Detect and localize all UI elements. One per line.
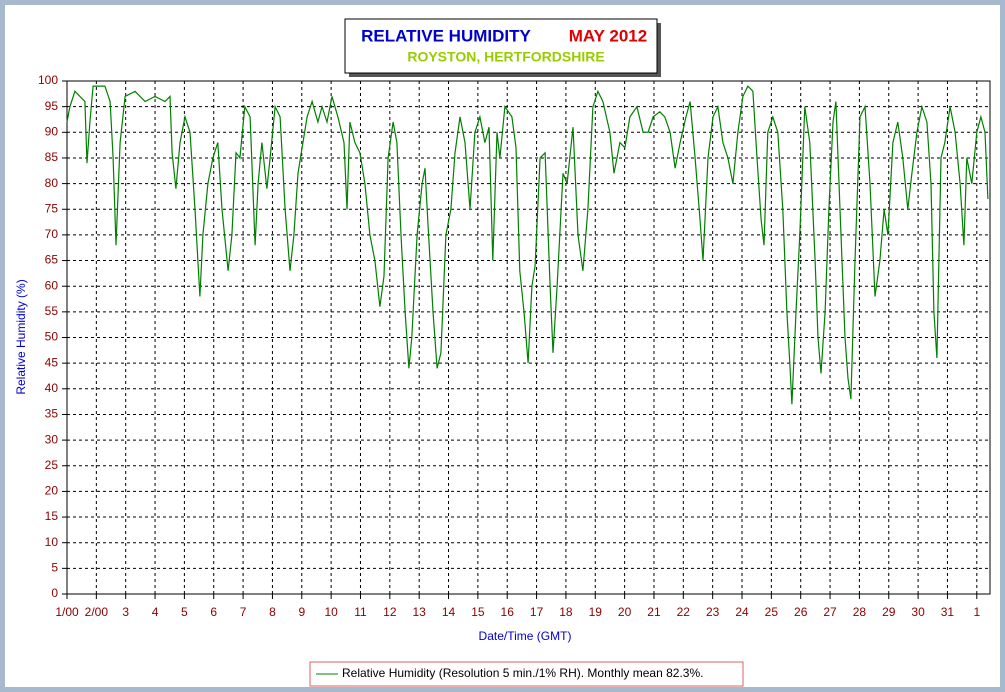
- x-tick-label: 19: [589, 605, 603, 619]
- y-tick-label: 5: [51, 561, 58, 575]
- y-tick-label: 65: [45, 253, 59, 267]
- x-tick-label: 16: [501, 605, 515, 619]
- humidity-line: [66, 85, 989, 405]
- x-axis-label: Date/Time (GMT): [479, 629, 572, 643]
- y-tick-label: 10: [45, 535, 59, 549]
- y-tick-label: 30: [45, 432, 59, 446]
- x-tick-label: 2/00: [85, 605, 109, 619]
- x-tick-label: 11: [354, 605, 367, 619]
- legend: [309, 661, 744, 687]
- y-tick-label: 95: [45, 99, 59, 113]
- y-tick-label: 90: [45, 124, 59, 138]
- x-tick-label: 10: [324, 605, 338, 619]
- x-tick-label: 9: [298, 605, 305, 619]
- x-tick-label: 15: [471, 605, 485, 619]
- y-tick-label: 25: [45, 458, 59, 472]
- y-tick-label: 0: [51, 586, 58, 600]
- y-tick-label: 20: [45, 484, 59, 498]
- chart-title-date: MAY 2012: [569, 26, 647, 45]
- y-tick-label: 55: [45, 304, 59, 318]
- y-tick-label: 80: [45, 176, 59, 190]
- x-tick-label: 1: [973, 605, 980, 619]
- y-tick-label: 60: [45, 278, 59, 292]
- x-tick-label: 25: [765, 605, 779, 619]
- y-tick-label: 40: [45, 381, 59, 395]
- x-tick-label: 14: [442, 605, 456, 619]
- x-tick-label: 22: [677, 605, 691, 619]
- x-tick-label: 8: [269, 605, 276, 619]
- x-tick-label: 28: [853, 605, 867, 619]
- x-tick-label: 1/00: [55, 605, 79, 619]
- x-tick-label: 23: [706, 605, 720, 619]
- x-tick-label: 4: [152, 605, 159, 619]
- y-tick-label: 50: [45, 330, 59, 344]
- y-tick-label: 75: [45, 201, 59, 215]
- x-tick-label: 6: [210, 605, 217, 619]
- x-tick-label: 5: [181, 605, 188, 619]
- x-tick-label: 27: [823, 605, 837, 619]
- x-tick-label: 31: [941, 605, 955, 619]
- title-box: [344, 18, 658, 74]
- y-tick-label: 100: [38, 73, 58, 87]
- x-tick-label: 29: [882, 605, 896, 619]
- y-tick-label: 70: [45, 227, 59, 241]
- x-tick-label: 30: [911, 605, 925, 619]
- x-tick-label: 18: [559, 605, 573, 619]
- legend-label: Relative Humidity (Resolution 5 min./1% …: [342, 666, 703, 680]
- x-tick-label: 13: [412, 605, 426, 619]
- chart-title: RELATIVE HUMIDITY: [361, 26, 531, 45]
- y-tick-label: 85: [45, 150, 59, 164]
- x-tick-label: 24: [735, 605, 749, 619]
- x-tick-label: 12: [383, 605, 397, 619]
- y-tick-label: 35: [45, 407, 59, 421]
- y-tick-label: 15: [45, 509, 59, 523]
- x-tick-label: 17: [530, 605, 544, 619]
- x-tick-label: 26: [794, 605, 808, 619]
- chart-subtitle: ROYSTON, HERTFORDSHIRE: [407, 49, 604, 65]
- y-tick-label: 45: [45, 355, 59, 369]
- x-tick-label: 3: [122, 605, 129, 619]
- x-tick-label: 7: [240, 605, 247, 619]
- x-tick-label: 20: [618, 605, 632, 619]
- x-tick-label: 21: [647, 605, 661, 619]
- y-axis-label: Relative Humidity (%): [14, 279, 28, 394]
